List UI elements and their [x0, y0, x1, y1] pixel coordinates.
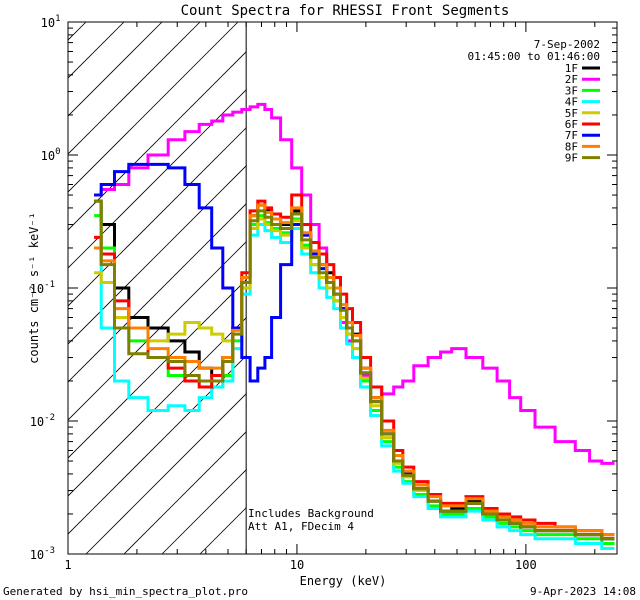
legend-label: 7F — [565, 129, 578, 142]
timestamp: 9-Apr-2023 14:08 — [530, 585, 636, 598]
hatch-line — [68, 22, 315, 269]
time-range: 01:45:00 to 01:46:00 — [468, 50, 600, 63]
x-axis-label: Energy (keV) — [300, 574, 387, 588]
hatch-line — [68, 22, 125, 79]
x-tick-label: 1 — [64, 558, 71, 572]
x-tick-label: 10 — [290, 558, 304, 572]
attenuator-note: Att A1, FDecim 4 — [248, 520, 354, 533]
hatch-line — [68, 22, 277, 231]
legend-label: 1F — [565, 62, 578, 75]
y-tick-label: 101 — [41, 14, 61, 30]
legend-label: 6F — [565, 118, 578, 131]
observation-date: 7-Sep-2002 — [534, 38, 600, 51]
background-note: Includes Background — [248, 507, 374, 520]
legend-label: 8F — [565, 140, 578, 153]
y-axis-label: counts cm⁻² s⁻¹ keV⁻¹ — [27, 212, 41, 364]
series-9f — [94, 199, 615, 541]
legend-label: 5F — [565, 107, 578, 120]
legend-label: 2F — [565, 73, 578, 86]
y-tick-label: 10-2 — [30, 413, 55, 429]
legend-label: 9F — [565, 152, 578, 165]
hatch-mask — [246, 22, 617, 554]
series-layer — [94, 102, 615, 550]
legend-label: 4F — [565, 96, 578, 109]
excluded-energy-region — [0, 22, 617, 554]
hatch-line — [0, 22, 10, 554]
legend-label: 3F — [565, 84, 578, 97]
y-tick-label: 100 — [41, 147, 61, 163]
y-tick-label: 10-3 — [30, 546, 55, 562]
hatch-line — [68, 22, 163, 117]
generated-by: Generated by hsi_min_spectra_plot.pro — [3, 585, 248, 598]
chart-title: Count Spectra for RHESSI Front Segments — [181, 3, 510, 19]
x-tick-label: 100 — [515, 558, 537, 572]
hatch-line — [68, 22, 201, 155]
hatch-line — [68, 22, 239, 193]
